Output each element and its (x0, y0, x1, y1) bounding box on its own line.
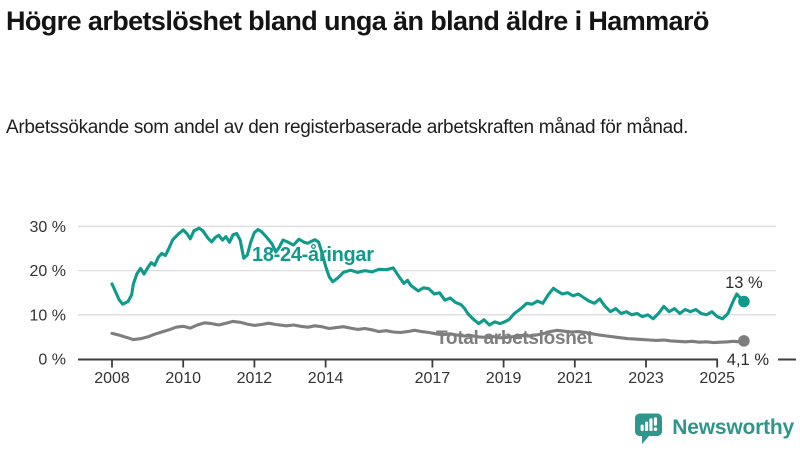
x-axis-label: 2012 (237, 370, 273, 387)
x-axis-label: 2025 (699, 370, 735, 387)
series-line-young (110, 226, 746, 327)
y-axis-label: 0 % (38, 352, 66, 369)
y-axis-label: 30 % (30, 219, 66, 236)
chart-subtitle: Arbetssökande som andel av den registerb… (6, 117, 689, 138)
x-axis-label: 2014 (308, 370, 344, 387)
x-axis-label: 2008 (94, 370, 130, 387)
chart-title: Högre arbetslöshet bland unga än bland ä… (6, 6, 709, 36)
end-dot-total (738, 335, 750, 347)
newsworthy-logo-text: Newsworthy (672, 416, 794, 439)
end-dot-young (738, 295, 750, 308)
newsworthy-logo-icon (634, 412, 663, 445)
line-chart: 2008 2010 2012 2014 2017 2019 2021 2023 2025 0 % 1… (0, 200, 800, 400)
series-line-total (110, 319, 746, 345)
x-axis-label: 2010 (165, 370, 201, 387)
series-label-young: 18-24-åringar (252, 244, 374, 266)
x-axis-label: 2023 (628, 370, 664, 387)
x-axis-label: 2019 (486, 370, 522, 387)
series-label-total: Total arbetslöshet (436, 328, 593, 349)
x-axis-label: 2021 (557, 370, 593, 387)
x-axis-label: 2017 (415, 370, 451, 387)
chart-canvas: 2008 2010 2012 2014 2017 2019 2021 2023 2025 0 % 1… (30, 219, 796, 387)
y-axis-label: 10 % (30, 307, 66, 324)
y-axis-label: 20 % (30, 263, 66, 280)
end-value-young: 13 % (725, 274, 763, 292)
footer: Newsworthy (0, 408, 794, 448)
end-value-total: 4,1 % (727, 351, 770, 369)
